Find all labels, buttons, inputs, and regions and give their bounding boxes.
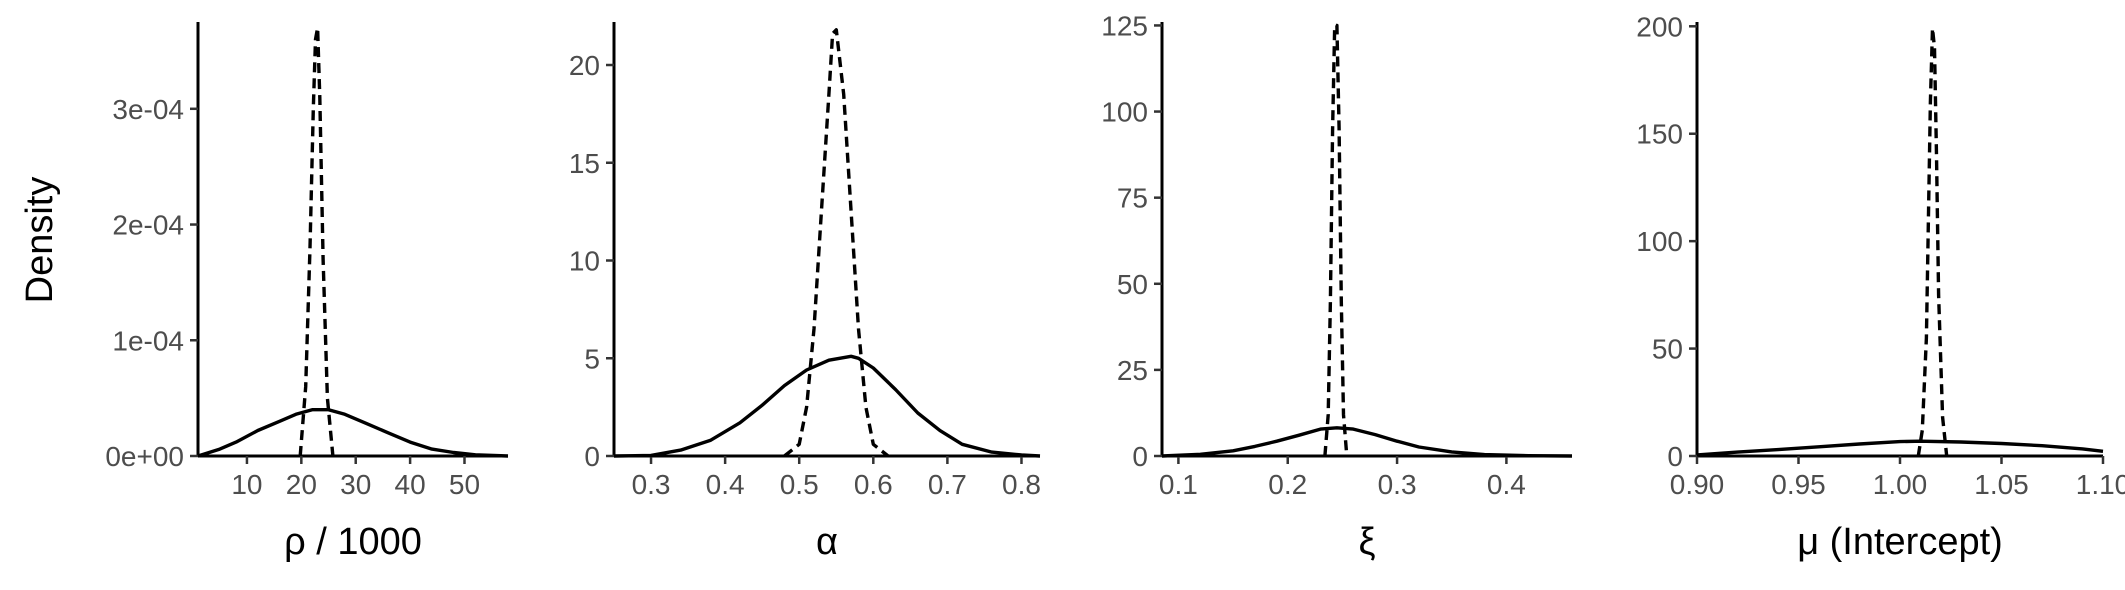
y-tick-label: 100 — [1636, 226, 1683, 257]
y-tick-label: 150 — [1636, 119, 1683, 150]
x-tick-label: 0.8 — [1002, 469, 1041, 500]
x-axis-title: ξ — [1358, 521, 1375, 563]
x-tick-label: 40 — [395, 469, 426, 500]
x-tick-label: 0.2 — [1268, 469, 1307, 500]
y-tick-label: 200 — [1636, 11, 1683, 42]
x-axis-title: μ (Intercept) — [1797, 521, 2003, 563]
x-tick-label: 0.3 — [1378, 469, 1417, 500]
y-tick-label: 5 — [584, 343, 600, 374]
x-tick-label: 20 — [286, 469, 317, 500]
y-tick-label: 100 — [1101, 97, 1148, 128]
dashed-density-line — [783, 28, 890, 458]
dashed-density-line — [298, 26, 335, 457]
y-tick-label: 0 — [1667, 441, 1683, 472]
y-tick-label: 20 — [569, 50, 600, 81]
x-tick-label: 0.7 — [928, 469, 967, 500]
panel-rho: 10 20 30 40 50 0e+00 1e-04 2e-04 3e-04 ρ / 1000 — [105, 22, 509, 563]
panel-alpha: 0.3 0.4 0.5 0.6 0.7 0.8 0 5 10 15 20 α — [569, 22, 1041, 563]
y-tick-label: 0 — [1132, 441, 1148, 472]
x-tick-label: 10 — [231, 469, 262, 500]
y-tick-label: 0 — [584, 441, 600, 472]
x-tick-label: 0.5 — [780, 469, 819, 500]
y-tick-label: 75 — [1117, 183, 1148, 214]
x-tick-label: 0.6 — [854, 469, 893, 500]
solid-density-line — [613, 354, 1041, 458]
solid-density-line — [197, 408, 509, 458]
x-axis-title: α — [816, 521, 838, 563]
y-tick-label: 125 — [1101, 10, 1148, 41]
x-tick-label: 30 — [340, 469, 371, 500]
y-tick-label: 3e-04 — [112, 94, 184, 125]
x-tick-label: 1.10 — [2076, 469, 2125, 500]
solid-density-line — [1161, 426, 1573, 458]
solid-density-line — [1696, 439, 2104, 457]
y-tick-label: 1e-04 — [112, 325, 184, 356]
x-axis-title: ρ / 1000 — [284, 521, 422, 563]
y-tick-label: 10 — [569, 246, 600, 277]
x-tick-label: 1.00 — [1873, 469, 1928, 500]
y-axis-title: Density — [19, 177, 61, 304]
x-tick-label: 0.90 — [1670, 469, 1725, 500]
x-tick-label: 0.1 — [1159, 469, 1198, 500]
x-tick-label: 0.95 — [1771, 469, 1826, 500]
y-tick-label: 15 — [569, 148, 600, 179]
dashed-density-line — [1916, 26, 1949, 457]
x-tick-label: 50 — [449, 469, 480, 500]
y-tick-label: 50 — [1117, 269, 1148, 300]
y-tick-label: 2e-04 — [112, 210, 184, 241]
x-tick-label: 0.4 — [1487, 469, 1526, 500]
x-tick-label: 0.3 — [632, 469, 671, 500]
panel-xi: 0.1 0.2 0.3 0.4 0 25 50 75 100 125 ξ — [1101, 10, 1573, 563]
x-tick-label: 1.05 — [1974, 469, 2029, 500]
y-tick-label: 50 — [1652, 334, 1683, 365]
y-tick-label: 0e+00 — [105, 441, 184, 472]
panel-mu: 0.90 0.95 1.00 1.05 1.10 0 50 100 150 200 μ (Inter… — [1636, 11, 2125, 563]
dashed-density-line — [1323, 23, 1349, 457]
y-tick-label: 25 — [1117, 355, 1148, 386]
x-tick-label: 0.4 — [706, 469, 745, 500]
